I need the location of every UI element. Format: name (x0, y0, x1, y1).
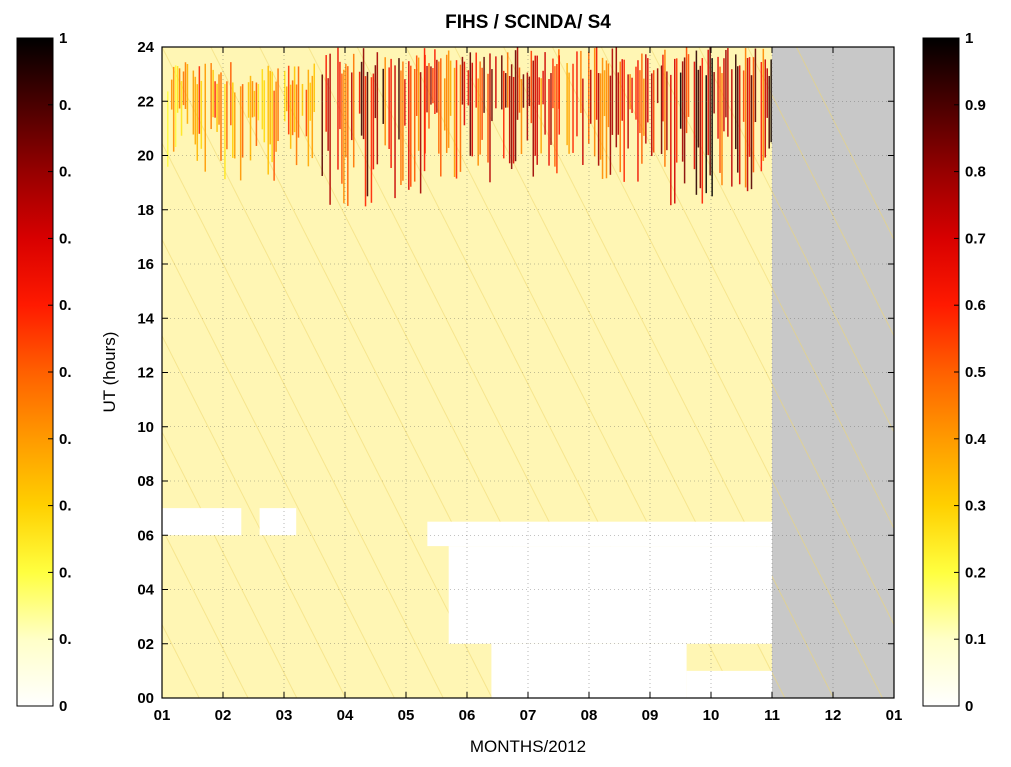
colorbar-tick-label: 0. (59, 498, 72, 515)
x-tick-label: 10 (703, 707, 720, 724)
x-tick-label: 02 (215, 707, 232, 724)
x-tick-label: 01 (154, 707, 171, 724)
y-axis-label: UT (hours) (100, 332, 119, 413)
colorbar-tick-label: 0.7 (965, 230, 986, 247)
track-streak (162, 430, 298, 698)
y-tick-label: 02 (137, 636, 154, 653)
y-tick-label: 08 (137, 473, 154, 490)
colorbar-tick-label: 0.1 (965, 631, 986, 648)
scintillation-patch (284, 63, 316, 167)
x-tick-label: 08 (581, 707, 598, 724)
x-tick-label: 01 (886, 707, 903, 724)
x-tick-label: 04 (337, 707, 354, 724)
x-tick-label: 09 (642, 707, 659, 724)
track-streak (162, 238, 395, 698)
colorbar-tick-label: 0. (59, 230, 72, 247)
y-tick-label: 22 (137, 93, 154, 110)
x-tick-label: 07 (520, 707, 537, 724)
colorbar-tick-label: 0.4 (965, 431, 987, 448)
scintillation-patch (198, 62, 279, 181)
data-gap (427, 521, 772, 547)
scintillation-patch (321, 47, 426, 207)
x-tick-label: 05 (398, 707, 415, 724)
colorbar-tick-label: 0 (965, 698, 973, 715)
colorbar-tick-label: 0.3 (965, 498, 986, 515)
y-tick-label: 06 (137, 527, 154, 544)
colorbar-tick-label: 1 (965, 30, 973, 47)
data-gap (259, 508, 297, 536)
y-tick-label: 12 (137, 365, 154, 382)
colorbar-tick-label: 0. (59, 164, 72, 181)
y-tick-label: 24 (137, 39, 154, 56)
data-gap (491, 643, 687, 698)
colorbar-tick-label: 0.6 (965, 297, 986, 314)
colorbar-right: 1 0.9 0.8 0.7 0.6 0.5 0.4 0.3 0.2 0.1 0 (922, 30, 987, 715)
data-gap (448, 546, 772, 644)
y-tick-label: 00 (137, 690, 154, 707)
track-streak (551, 47, 883, 698)
y-tick-label: 10 (137, 419, 154, 436)
y-tick-label: 16 (137, 256, 154, 273)
track-streak (795, 47, 894, 241)
colorbar-tick-label: 0. (59, 97, 72, 114)
colorbar-tick-label: 0. (59, 431, 72, 448)
colorbar-tick-label: 1 (59, 30, 67, 47)
scintillation-patch (167, 62, 199, 167)
data-gap (686, 670, 772, 698)
scintillation-patch (558, 47, 663, 182)
colorbar-tick-label: 0. (59, 364, 72, 381)
track-streak (0, 47, 4, 698)
data-gap (162, 508, 242, 536)
y-tick-label: 14 (137, 310, 154, 327)
colorbar-tick-label: 0 (59, 698, 67, 715)
y-tick-label: 18 (137, 202, 154, 219)
scintillation-patch (662, 47, 772, 206)
colorbar-tick-label: 0.9 (965, 97, 986, 114)
colorbar-gradient (922, 37, 960, 707)
y-tick-label: 04 (137, 582, 154, 599)
colorbar-tick-label: 0. (59, 297, 72, 314)
colorbar-left: 1 0. 0. 0. 0. 0. 0. 0. 0. 0. 0 (16, 30, 72, 715)
x-axis-label: MONTHS/2012 (470, 737, 586, 756)
colorbar-tick-label: 0.2 (965, 564, 986, 581)
colorbar-tick-label: 0. (59, 564, 72, 581)
x-tick-label: 11 (764, 707, 780, 724)
x-tick-label: 06 (459, 707, 476, 724)
track-streak (162, 527, 249, 698)
colorbar-tick-label: 0. (59, 631, 72, 648)
x-tick-label: 12 (825, 707, 842, 724)
colorbar-gradient (16, 37, 54, 707)
colorbar-tick-label: 0.8 (965, 164, 986, 181)
colorbar-tick-label: 0.5 (965, 364, 986, 381)
chart-title: FIHS / SCINDA/ S4 (445, 12, 611, 33)
y-tick-label: 20 (137, 148, 154, 165)
x-tick-label: 03 (276, 707, 293, 724)
